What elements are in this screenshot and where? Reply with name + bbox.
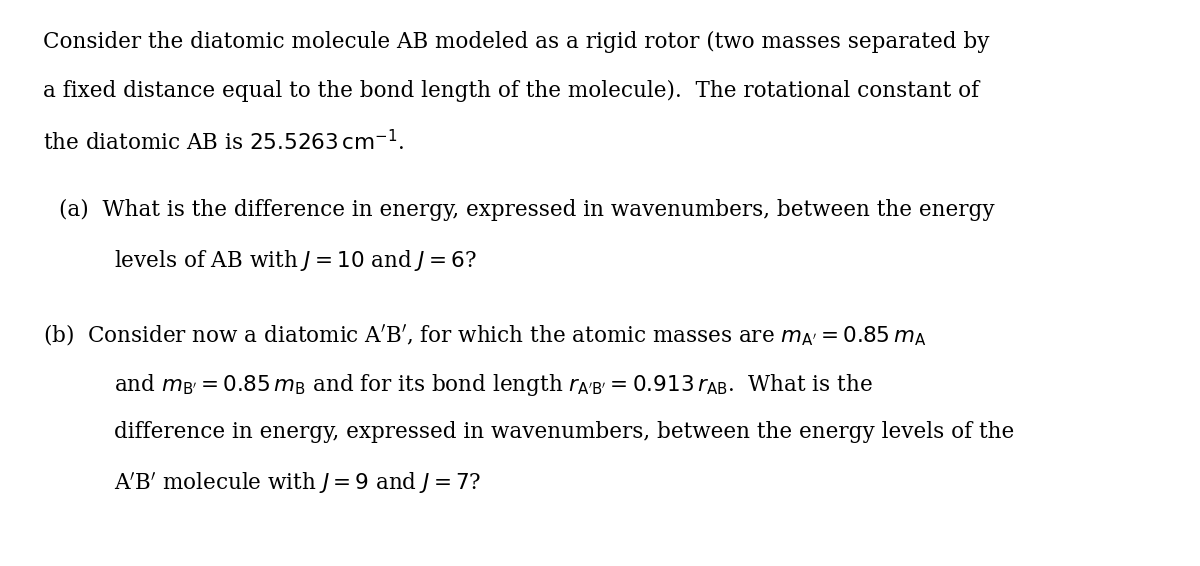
Text: a fixed distance equal to the bond length of the molecule).  The rotational cons: a fixed distance equal to the bond lengt… xyxy=(43,80,979,102)
Text: (a)  What is the difference in energy, expressed in wavenumbers, between the ene: (a) What is the difference in energy, ex… xyxy=(59,199,995,221)
Text: and $m_{\mathrm{B}'} = 0.85\,m_{\mathrm{B}}$ and for its bond length $r_{\mathrm: and $m_{\mathrm{B}'} = 0.85\,m_{\mathrm{… xyxy=(114,372,872,398)
Text: Consider the diatomic molecule AB modeled as a rigid rotor (two masses separated: Consider the diatomic molecule AB modele… xyxy=(43,31,990,53)
Text: difference in energy, expressed in wavenumbers, between the energy levels of the: difference in energy, expressed in waven… xyxy=(114,421,1014,443)
Text: A$'$B$'$ molecule with $J = 9$ and $J = 7$?: A$'$B$'$ molecule with $J = 9$ and $J = … xyxy=(114,470,481,496)
Text: the diatomic AB is $25.5263\,\mathrm{cm}^{-1}$.: the diatomic AB is $25.5263\,\mathrm{cm}… xyxy=(43,130,404,155)
Text: (b)  Consider now a diatomic A$'$B$'$, for which the atomic masses are $m_{\math: (b) Consider now a diatomic A$'$B$'$, fo… xyxy=(43,323,926,348)
Text: levels of AB with $J = 10$ and $J = 6$?: levels of AB with $J = 10$ and $J = 6$? xyxy=(114,248,476,273)
